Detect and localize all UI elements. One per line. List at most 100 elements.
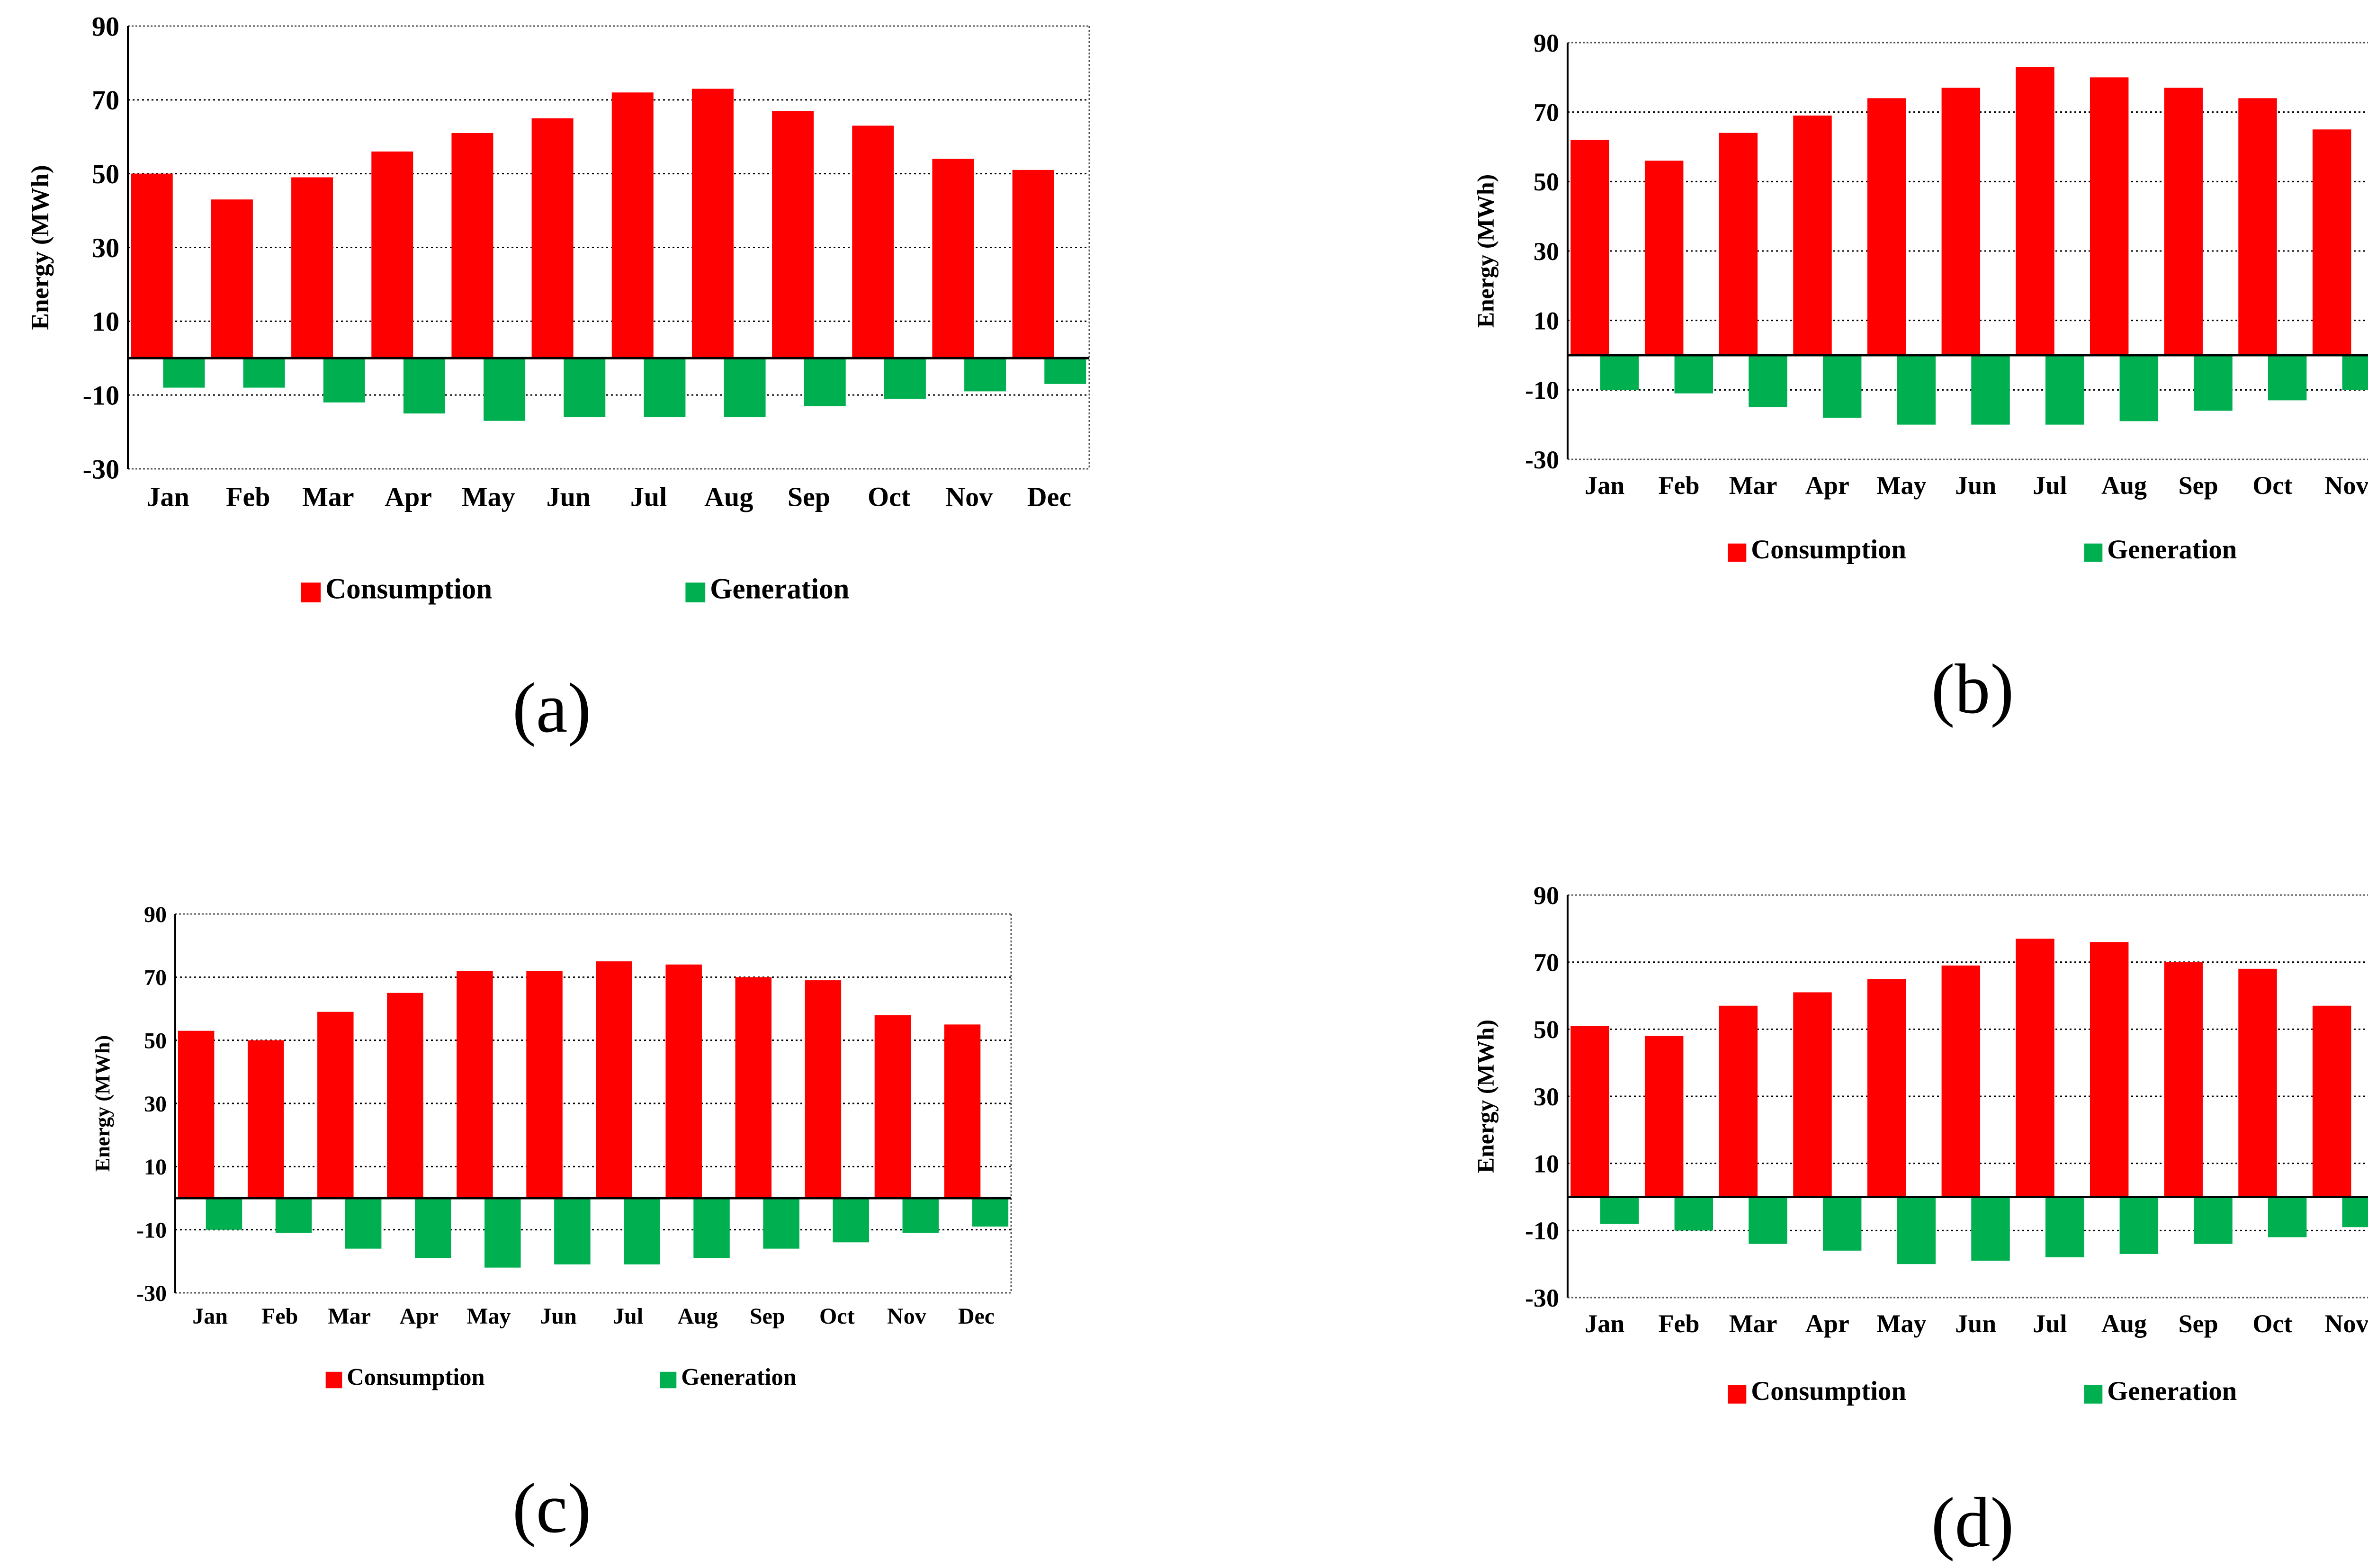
generation-bar-jan [163, 358, 205, 388]
consumption-bar-jun [1941, 88, 1981, 355]
legend-label-generation: Generation [681, 1363, 797, 1390]
generation-bar-oct [2268, 1197, 2307, 1237]
consumption-bar-jan [1570, 140, 1609, 355]
consumption-bar-nov [932, 159, 974, 358]
y-tick-label: 70 [92, 85, 119, 116]
x-tick-label-sep: Sep [788, 481, 830, 512]
x-tick-label-jul: Jul [630, 481, 667, 512]
consumption-bar-dec [1012, 170, 1054, 358]
y-tick-label: 70 [144, 965, 167, 990]
y-tick-label: -30 [1525, 1284, 1559, 1312]
x-tick-label-oct: Oct [868, 481, 911, 512]
x-tick-label-apr: Apr [1805, 1309, 1849, 1338]
consumption-bar-feb [1644, 1036, 1684, 1197]
chart-panel-a: 90 70 50 30 10 -10 -30 Jan Feb Mar Apr May Jun Jul Aug… [9, 11, 1099, 649]
generation-bar-may [484, 358, 526, 421]
y-axis-title: Energy (MWh) [1472, 174, 1498, 328]
y-tick-label: -10 [1525, 1217, 1559, 1245]
generation-bar-jul [644, 358, 686, 417]
caption-b: (b) [1931, 650, 2014, 728]
consumption-bar-mar [1719, 1005, 1758, 1197]
consumption-bar-jul [611, 92, 654, 358]
consumption-bar-may [457, 971, 493, 1198]
generation-bar-feb [1674, 355, 1713, 394]
generation-bar-mar [1749, 1197, 1787, 1244]
x-tick-label-may: May [462, 481, 515, 512]
y-tick-label: -10 [136, 1218, 167, 1243]
x-tick-label-nov: Nov [945, 481, 993, 512]
x-tick-label-jun: Jun [1955, 471, 1996, 500]
generation-bar-oct [2268, 355, 2307, 401]
caption-a: (a) [512, 669, 592, 747]
consumption-bar-jun [1941, 965, 1981, 1197]
consumption-bar-mar [291, 177, 333, 358]
generation-bar-nov [902, 1198, 939, 1233]
y-tick-label: 10 [1534, 1150, 1559, 1178]
legend-label-generation: Generation [2107, 1376, 2237, 1406]
chart-b-svg: 90 70 50 30 10 -10 -30 Jan Feb Mar Apr May Jun Jul Aug… [1472, 29, 2368, 564]
generation-bar-sep [763, 1198, 799, 1249]
y-tick-label: 30 [1534, 237, 1559, 266]
generation-bar-apr [403, 358, 445, 414]
generation-bar-apr [1822, 1197, 1862, 1251]
x-tick-label-mar: Mar [302, 481, 354, 512]
generation-bar-jan [1600, 1197, 1639, 1224]
generation-bar-apr [414, 1198, 451, 1258]
x-tick-label-dec: Dec [1027, 481, 1071, 512]
y-axis-title: Energy (MWh) [1472, 1020, 1498, 1173]
consumption-bar-feb [1644, 161, 1684, 355]
consumption-bar-jul [2016, 939, 2054, 1197]
consumption-bar-mar [1719, 133, 1758, 355]
consumption-bar-aug [2090, 77, 2129, 355]
chart-panel-b: 90 70 50 30 10 -10 -30 Jan Feb Mar Apr May Jun Jul Aug… [1459, 29, 2368, 597]
y-tick-label: 10 [144, 1155, 167, 1180]
x-tick-label-jun: Jun [1955, 1309, 1996, 1338]
y-tick-label: -30 [83, 454, 119, 484]
generation-bar-sep [2194, 355, 2233, 411]
generation-bar-jul [2045, 355, 2084, 425]
consumption-bar-may [451, 133, 493, 358]
chart-panel-d: 90 70 50 30 10 -10 -30 Jan Feb Mar Apr May Jun Jul Aug… [1459, 881, 2368, 1440]
consumption-bar-sep [2164, 962, 2203, 1197]
y-tick-label: 50 [1534, 1015, 1559, 1044]
legend-swatch-consumption [1728, 543, 1747, 562]
generation-bar-dec [972, 1198, 1009, 1227]
legend-label-generation: Generation [710, 573, 849, 605]
consumption-bar-sep [735, 977, 772, 1198]
consumption-bar-feb [211, 199, 253, 358]
legend-label-consumption: Consumption [1751, 535, 1906, 564]
consumption-bar-jun [526, 971, 563, 1198]
x-tick-label-jul: Jul [2033, 1309, 2067, 1338]
consumption-bar-sep [772, 111, 814, 358]
x-tick-label-oct: Oct [819, 1304, 855, 1329]
x-tick-label-feb: Feb [226, 481, 270, 512]
caption-c: (c) [512, 1469, 592, 1548]
x-tick-label-sep: Sep [2179, 1309, 2218, 1338]
generation-bar-jun [554, 1198, 591, 1264]
x-tick-label-feb: Feb [261, 1304, 298, 1329]
generation-bar-feb [1674, 1197, 1713, 1231]
generation-bar-nov [964, 358, 1006, 392]
y-tick-label: 90 [1534, 881, 1559, 910]
consumption-bar-dec [944, 1024, 981, 1198]
legend-label-consumption: Consumption [347, 1363, 484, 1390]
consumption-bar-apr [1793, 116, 1832, 355]
generation-bar-jun [564, 358, 606, 417]
legend-swatch-consumption [301, 582, 321, 602]
x-tick-label-aug: Aug [2101, 1309, 2147, 1338]
generation-bar-jul [624, 1198, 660, 1264]
x-tick-label-mar: Mar [1729, 1309, 1777, 1338]
x-tick-label-feb: Feb [1659, 1309, 1700, 1338]
consumption-bar-oct [2238, 968, 2277, 1197]
legend-swatch-generation [660, 1371, 677, 1389]
generation-bar-apr [1822, 355, 1862, 418]
generation-bar-jul [2045, 1197, 2084, 1257]
generation-bar-oct [833, 1198, 869, 1243]
generation-bar-dec [1044, 358, 1086, 384]
legend-swatch-generation [2084, 1385, 2103, 1404]
y-tick-label: -10 [1525, 376, 1559, 404]
generation-bar-aug [2119, 1197, 2159, 1254]
consumption-bar-jan [178, 1030, 215, 1198]
y-tick-label: -30 [136, 1281, 167, 1306]
y-tick-label: 90 [1534, 29, 1559, 57]
